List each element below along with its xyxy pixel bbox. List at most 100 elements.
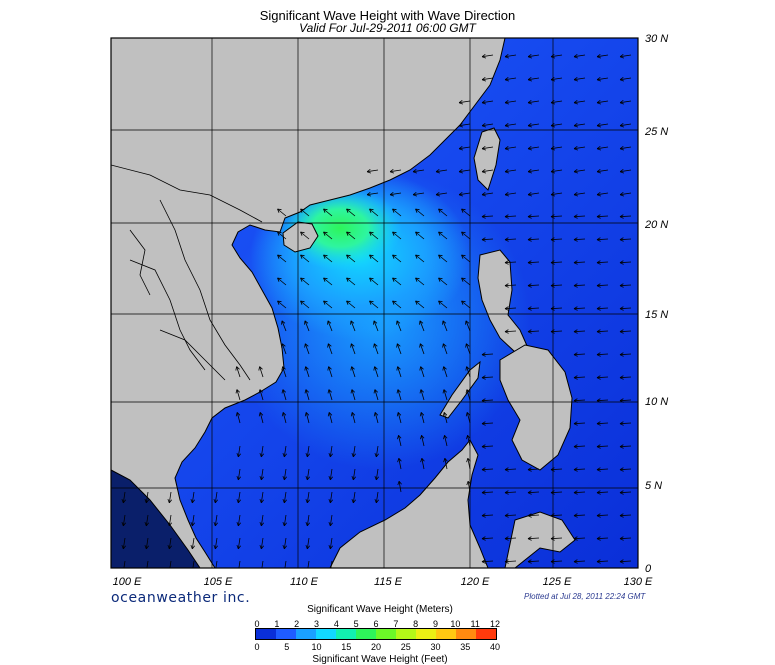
- direction-arrow: [504, 468, 517, 471]
- direction-arrow: [259, 412, 264, 424]
- direction-arrow: [573, 261, 586, 264]
- direction-arrow: [459, 192, 471, 196]
- arrow-head: [369, 231, 372, 236]
- arrow-head: [392, 277, 397, 280]
- direction-arrow: [504, 330, 517, 333]
- arrow-head: [465, 320, 467, 325]
- arrow-head: [169, 569, 171, 572]
- arrow-head: [619, 194, 625, 197]
- arrow-head: [375, 499, 380, 504]
- direction-arrow: [277, 231, 287, 240]
- arrow-head: [481, 194, 487, 197]
- arrow-head: [596, 375, 601, 379]
- arrow-head: [443, 435, 445, 440]
- arrow-head: [329, 567, 330, 568]
- arrow-head: [396, 366, 398, 371]
- direction-arrow: [574, 77, 586, 81]
- arrow-head: [444, 457, 448, 462]
- direction-arrow: [369, 254, 379, 263]
- arrow-head: [214, 499, 219, 504]
- arrow-head: [351, 343, 355, 347]
- arrow-head: [306, 522, 311, 527]
- arrow-head: [550, 306, 555, 310]
- arrow-head: [282, 366, 286, 370]
- direction-arrow: [282, 389, 287, 401]
- arrow-head: [236, 544, 239, 550]
- direction-arrow: [397, 366, 402, 378]
- country-borders: [111, 164, 263, 381]
- arrow-head: [438, 231, 441, 236]
- direction-arrow: [619, 399, 632, 402]
- direction-arrow: [373, 320, 379, 332]
- direction-arrow: [390, 192, 402, 196]
- arrow-head: [236, 452, 239, 458]
- arrow-head: [329, 499, 334, 504]
- arrow-head: [550, 53, 555, 58]
- arrow-head: [419, 412, 422, 417]
- direction-arrow: [620, 100, 632, 104]
- direction-arrow: [281, 320, 287, 332]
- direction-arrow: [527, 491, 540, 494]
- arrow-head: [305, 389, 309, 393]
- direction-arrow: [620, 123, 632, 127]
- arrow-head: [435, 168, 440, 173]
- direction-arrow: [236, 366, 241, 378]
- arrow-head: [438, 231, 443, 234]
- arrow-head: [305, 544, 308, 550]
- colorbar-tick: 35: [460, 642, 471, 652]
- colorbar-segment: [376, 629, 396, 639]
- arrow-head: [327, 389, 330, 394]
- arrow-head: [527, 538, 532, 541]
- direction-arrow: [392, 208, 402, 217]
- arrow-head: [619, 469, 624, 472]
- direction-arrow: [466, 412, 471, 424]
- direction-arrow: [619, 238, 632, 241]
- arrow-head: [596, 283, 601, 287]
- direction-arrow: [596, 330, 609, 333]
- arrow-head: [596, 492, 601, 495]
- arrow-head: [277, 277, 282, 280]
- arrow-head: [619, 285, 624, 288]
- direction-arrow: [444, 458, 448, 470]
- arrow-head: [415, 300, 418, 305]
- colorbar-tick: 15: [341, 642, 352, 652]
- direction-arrow: [482, 146, 494, 150]
- arrow-head: [481, 513, 486, 517]
- direction-arrow: [482, 169, 494, 173]
- arrow-head: [467, 457, 471, 462]
- arrow-head: [619, 145, 624, 150]
- direction-arrow: [420, 412, 425, 424]
- arrow-head: [167, 521, 170, 527]
- direction-arrow: [260, 468, 264, 480]
- arrow-head: [215, 569, 217, 572]
- arrow-head: [504, 191, 509, 196]
- arrow-head: [619, 260, 624, 264]
- arrow-head: [504, 76, 509, 81]
- arrow-head: [283, 545, 288, 550]
- arrow-head: [442, 320, 444, 325]
- direction-arrow: [596, 353, 609, 356]
- arrow-head: [277, 208, 282, 211]
- arrow-head: [596, 122, 601, 127]
- arrow-head: [504, 239, 509, 242]
- direction-arrow: [307, 560, 310, 568]
- arrow-head: [465, 320, 470, 324]
- arrow-head: [260, 522, 265, 527]
- arrow-head: [392, 300, 397, 303]
- arrow-head: [619, 148, 625, 151]
- arrow-head: [619, 239, 624, 242]
- arrow-head: [392, 277, 395, 282]
- direction-arrow: [467, 435, 471, 447]
- direction-arrow: [392, 277, 402, 286]
- direction-arrow: [481, 491, 494, 494]
- arrow-head: [420, 366, 424, 370]
- direction-arrow: [351, 389, 356, 401]
- arrow-head: [619, 377, 624, 380]
- direction-arrow: [574, 169, 586, 173]
- arrow-head: [504, 559, 509, 563]
- arrow-head: [281, 320, 286, 324]
- arrow-head: [504, 79, 510, 82]
- arrow-head: [504, 561, 509, 564]
- direction-arrow: [573, 238, 586, 241]
- arrow-head: [481, 214, 486, 218]
